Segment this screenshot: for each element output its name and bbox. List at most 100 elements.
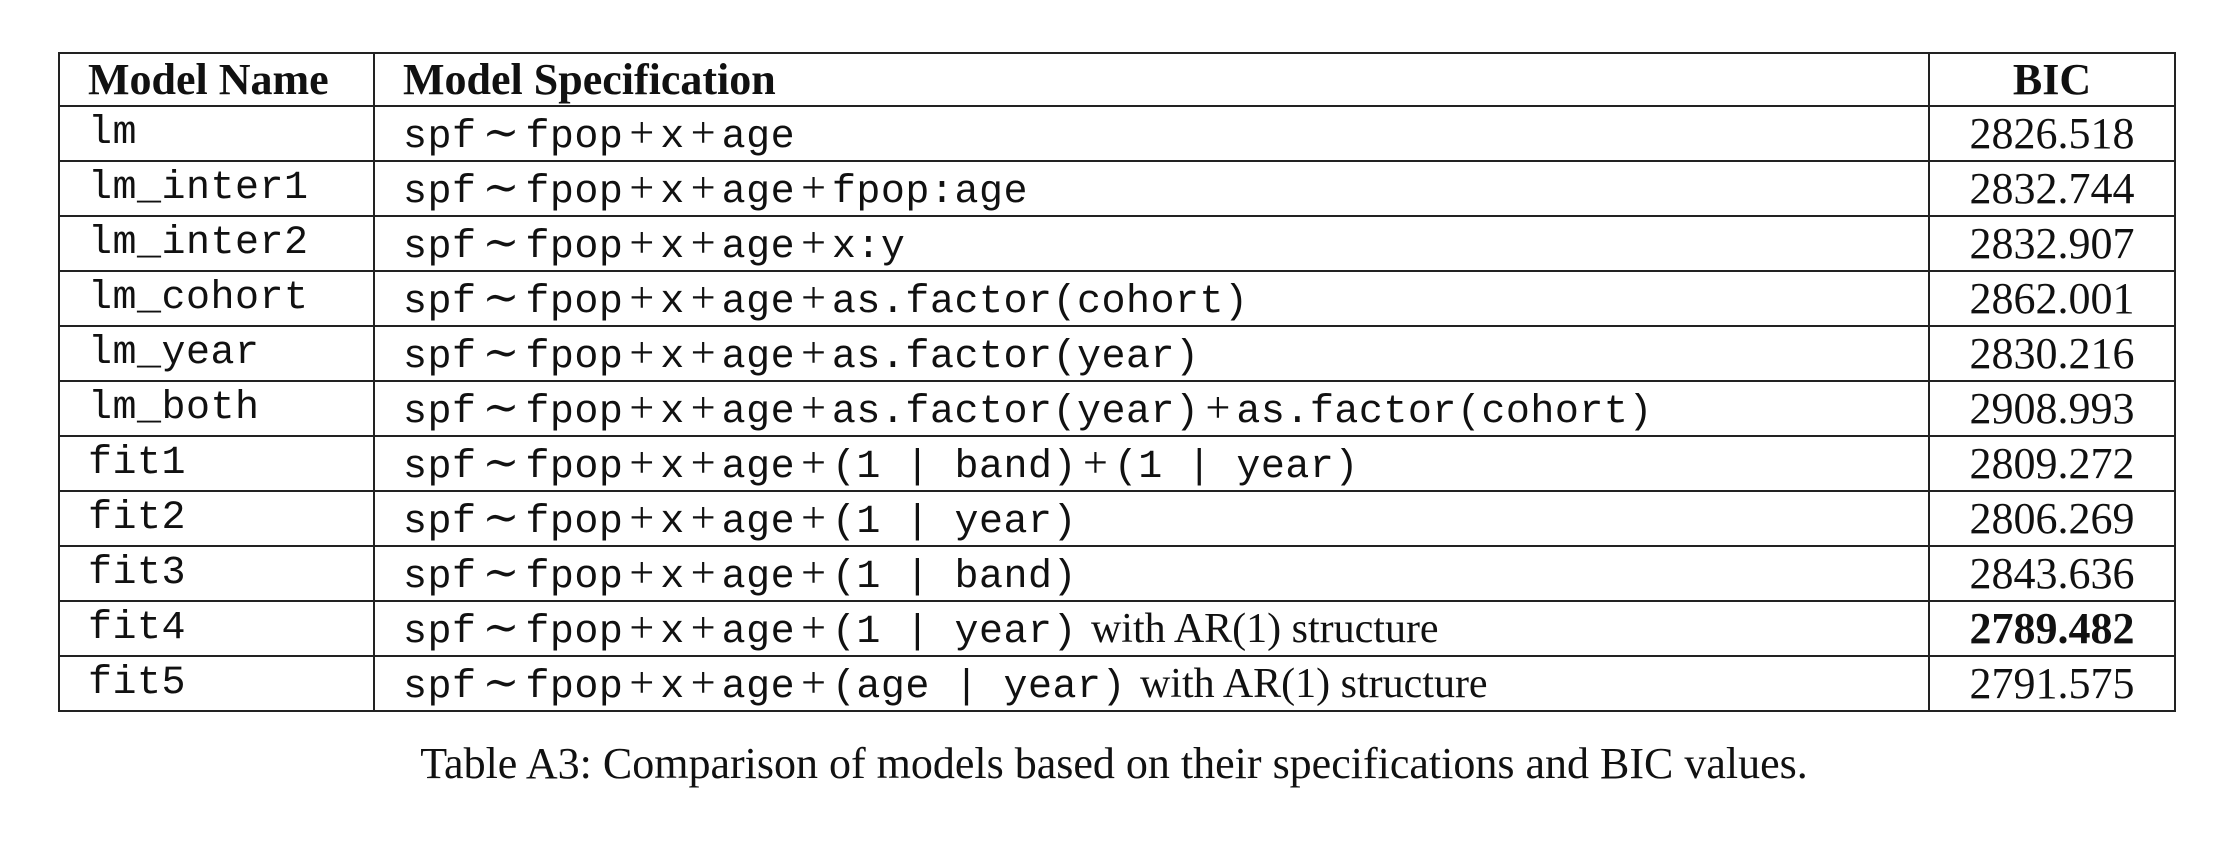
spec-term: spf [403,115,477,160]
spec-operator: + [690,273,716,322]
spec-operator: + [801,603,826,652]
spec-term: fpop [525,170,624,215]
spec-term: age [721,335,796,380]
spec-operator: + [629,328,655,377]
spec-operator: + [629,163,655,212]
spec-term: age [721,445,796,490]
spec-term: (1 | year) [831,610,1077,655]
model-name-cell: fit2 [58,490,375,547]
spec-operator: + [801,493,826,542]
model-spec-cell: spf ∼ fpop + x + age + (1 | band) [373,545,1930,602]
spec-term: spf [403,500,477,545]
bic-cell: 2843.636 [1928,545,2176,602]
model-name-cell: lm_inter2 [58,215,375,272]
bic-cell-best: 2789.482 [1928,600,2176,657]
bic-cell: 2830.216 [1928,325,2176,382]
table-row: lm_inter2 spf ∼ fpop + x + age + x:y 2832.907 [58,215,2176,272]
spec-term: spf [403,445,477,490]
spec-term: spf [403,390,477,435]
spec-term: fpop [525,500,624,545]
header-model-specification: Model Specification [373,52,1930,107]
spec-operator: + [629,273,655,322]
spec-term: age [721,280,796,325]
spec-operator: + [629,603,655,652]
spec-operator: + [801,658,826,707]
spec-operator: ∼ [482,383,520,432]
spec-term: fpop [525,225,624,270]
model-spec-cell: spf ∼ fpop + x + age + as.factor(year) + as.factor… [373,380,1930,437]
spec-term: x [660,115,685,160]
model-name-cell: lm_year [58,325,375,382]
table-row: fit4 spf ∼ fpop + x + age + (1 | year) with AR(1) … [58,600,2176,657]
spec-term: x:y [831,225,906,270]
spec-operator: + [801,438,826,487]
model-name-cell: fit3 [58,545,375,602]
spec-operator: + [690,438,716,487]
model-name-cell: lm_both [58,380,375,437]
spec-term: spf [403,225,477,270]
spec-term: (1 | band) [831,445,1077,490]
spec-term: spf [403,335,477,380]
spec-term: as.factor(year) [831,335,1200,380]
spec-operator: + [629,658,655,707]
spec-note: with AR(1) structure [1139,661,1488,707]
spec-operator: + [801,163,826,212]
spec-term: x [660,280,685,325]
spec-operator: + [801,218,826,267]
model-spec-cell: spf ∼ fpop + x + age + as.factor(cohort) [373,270,1930,327]
table-caption: Table A3: Comparison of models based on … [420,739,1808,788]
spec-operator: + [801,273,826,322]
table-row: fit3 spf ∼ fpop + x + age + (1 | band) 2843.636 [58,545,2176,602]
spec-term: spf [403,170,477,215]
spec-operator: ∼ [482,163,520,212]
bic-cell: 2791.575 [1928,655,2176,712]
spec-operator: + [1082,438,1108,487]
spec-term: age [721,555,796,600]
spec-operator: ∼ [482,603,520,652]
spec-operator: + [690,328,716,377]
spec-operator: + [690,548,716,597]
spec-operator: + [801,548,826,597]
bic-cell: 2806.269 [1928,490,2176,547]
bic-cell: 2832.907 [1928,215,2176,272]
spec-note: with AR(1) structure [1090,606,1439,652]
spec-term: (1 | year) [831,500,1077,545]
spec-term: age [721,225,796,270]
spec-operator: + [629,493,655,542]
spec-term: fpop [525,335,624,380]
spec-operator: ∼ [482,493,520,542]
table-row: lm_both spf ∼ fpop + x + age + as.factor(year) + as… [58,380,2176,437]
spec-operator: + [1205,383,1231,432]
spec-term: x [660,170,685,215]
spec-term: x [660,335,685,380]
model-name-cell: fit4 [58,600,375,657]
spec-operator: ∼ [482,548,520,597]
spec-operator: ∼ [482,218,520,267]
model-name-cell: lm_cohort [58,270,375,327]
spec-operator: + [801,383,826,432]
spec-term: spf [403,610,477,655]
model-name-cell: lm [58,105,375,162]
bic-cell: 2809.272 [1928,435,2176,492]
spec-operator: + [690,658,716,707]
model-spec-cell: spf ∼ fpop + x + age + (1 | year) [373,490,1930,547]
bic-cell: 2908.993 [1928,380,2176,437]
bic-cell: 2832.744 [1928,160,2176,217]
table-row: lm spf ∼ fpop + x + age 2826.518 [58,105,2176,162]
spec-term: spf [403,665,477,710]
model-spec-cell: spf ∼ fpop + x + age + (age | year) with AR(1) st… [373,655,1930,712]
model-spec-cell: spf ∼ fpop + x + age + (1 | year) with AR(1) stru… [373,600,1930,657]
spec-term: fpop [525,555,624,600]
spec-term: spf [403,555,477,600]
spec-term: age [721,610,796,655]
spec-operator: + [629,218,655,267]
spec-operator: ∼ [482,273,520,322]
spec-operator: + [801,328,826,377]
model-spec-cell: spf ∼ fpop + x + age + (1 | band) + (1 | year) [373,435,1930,492]
spec-operator: + [690,218,716,267]
model-name-cell: lm_inter1 [58,160,375,217]
table-row: lm_year spf ∼ fpop + x + age + as.factor(year) 283… [58,325,2176,382]
spec-term: spf [403,280,477,325]
spec-term: x [660,555,685,600]
spec-term: as.factor(year) [831,390,1200,435]
